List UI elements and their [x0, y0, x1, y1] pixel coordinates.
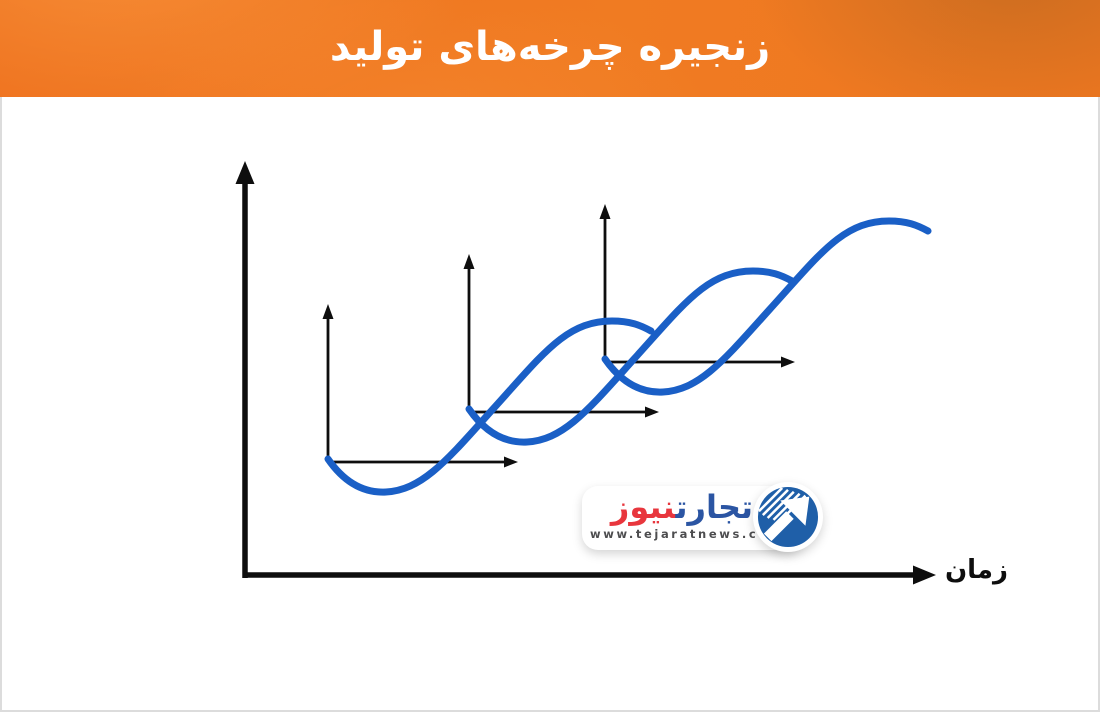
cycle-1-curve: [324, 317, 655, 496]
arrow-logo-icon: [757, 486, 819, 548]
brand-logo-circle: [753, 482, 823, 552]
tejaratnews-watermark: تجارتنیوز www.tejaratnews.com: [582, 482, 828, 552]
main-y-axis: [235, 161, 255, 578]
brand-word-tejarat: تجارت: [675, 488, 754, 526]
time-axis-label: زمان: [944, 555, 1008, 585]
brand-word-news: نیوز: [610, 488, 676, 526]
website-url: www.tejaratnews.com: [590, 526, 784, 541]
cycles-layer: [322, 204, 932, 496]
brand-name: تجارتنیوز: [590, 489, 774, 526]
cycle-1-axes: [322, 304, 518, 468]
watermark-text: تجارتنیوز www.tejaratnews.com: [590, 489, 784, 541]
cycle-2-axes: [463, 254, 659, 418]
header-banner: زنجیره چرخه‌های تولید: [0, 0, 1100, 97]
cycle-2-curve: [465, 267, 796, 446]
cycle-3-curve: [601, 217, 932, 396]
page-title: زنجیره چرخه‌های تولید: [329, 23, 771, 70]
main-x-axis-arrowhead: [913, 565, 936, 585]
cycle-3-axes: [599, 204, 795, 368]
main-y-axis-arrowhead: [235, 161, 255, 184]
main-x-axis: [242, 565, 936, 585]
content-frame: [0, 97, 1100, 712]
logo-arrow: [763, 496, 810, 542]
